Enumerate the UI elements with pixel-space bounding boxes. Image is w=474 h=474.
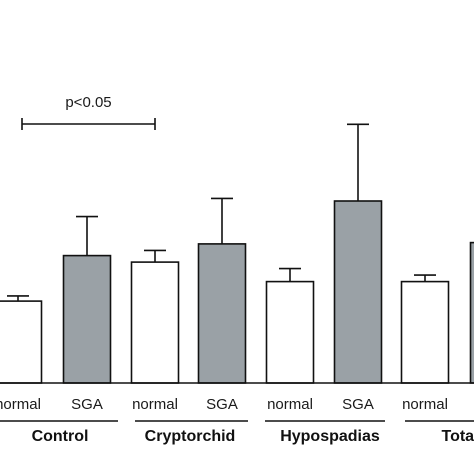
bar-sga-1 xyxy=(62,254,112,384)
group-labels-layer: Control Cryptorchid Hypospadias Total xyxy=(0,420,474,445)
tick-label: SGA xyxy=(71,396,103,413)
tick-labels-layer: normalSGAnormalSGAnormalSGAnormalSGA xyxy=(0,396,448,413)
group-label: Hypospadias xyxy=(280,428,380,445)
bar-normal-0 xyxy=(0,300,43,384)
bar-sga-3 xyxy=(197,243,247,384)
bar-normal-4 xyxy=(265,280,315,384)
tick-label: SGA xyxy=(342,396,374,413)
group-label: Control xyxy=(32,428,89,445)
tick-label: normal xyxy=(132,396,178,413)
significance-label: p<0.05 xyxy=(65,94,111,111)
significance-annotation: p<0.05 xyxy=(21,94,156,130)
tick-label: normal xyxy=(0,396,41,413)
group-label: Total xyxy=(441,428,474,445)
bar-normal-6 xyxy=(400,280,450,384)
bar-sga-7 xyxy=(469,241,474,384)
bar-normal-2 xyxy=(130,261,180,384)
bar-sga-5 xyxy=(333,200,383,384)
tick-label: normal xyxy=(267,396,313,413)
bars-layer xyxy=(0,200,474,384)
group-label: Cryptorchid xyxy=(145,428,236,445)
error-bars-layer xyxy=(7,123,436,302)
tick-label: normal xyxy=(402,396,448,413)
tick-label: SGA xyxy=(206,396,238,413)
